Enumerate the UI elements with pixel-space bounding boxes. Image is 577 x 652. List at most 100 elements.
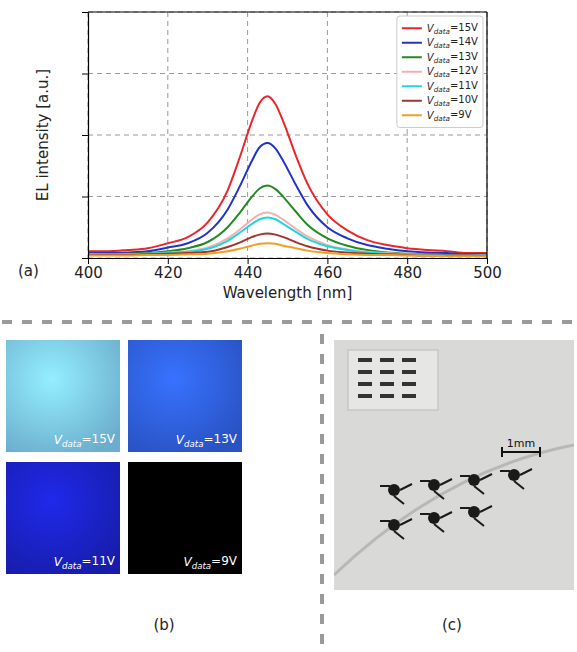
tick-label: 480 [393,264,422,282]
legend-box [397,16,483,128]
grid-line [167,12,168,258]
frame [88,11,487,12]
pad [402,382,416,386]
photo-background [334,340,574,590]
label-part: =13V [203,432,237,446]
label-part: data [434,27,450,36]
grid-line [88,196,487,197]
spectrum-line [88,243,487,256]
legend-swatch [402,42,422,44]
label-part: =9V [450,109,472,120]
frame [486,12,487,258]
spectrum-line [88,212,487,255]
tick-label: 460 [314,264,343,282]
pad [358,382,372,386]
tick: 480 [393,258,422,282]
legend-label: Vdata=13V [427,51,478,65]
legend-label: Vdata=14V [427,36,478,50]
separator [2,320,575,324]
legend-swatch [402,100,422,102]
grid [88,12,487,258]
panel-label: (a) [18,262,39,280]
label-part: data [434,70,450,79]
axis-line [88,13,89,259]
legend-label: Vdata=11V [427,80,478,94]
legend-label: Vdata=9V [427,109,472,123]
panel-a: 400420440460480500Wavelength [nm]EL inte… [18,12,502,302]
tick [82,135,88,136]
legend-swatch [402,71,422,73]
pixel-trace [420,479,452,499]
grid-line [88,258,487,259]
label-part: data [184,439,203,449]
axis-line [89,258,488,259]
legend-swatch [402,27,422,29]
label-part: data [434,114,450,123]
label-part: data [434,85,450,94]
legend-swatch [402,114,422,116]
pad [380,370,394,374]
pad [402,370,416,374]
panel-c: 1mm(c) [334,340,574,634]
tick-label: 440 [234,264,263,282]
label-part: =9V [211,554,238,568]
photo [334,340,574,590]
tick-label: 420 [154,264,183,282]
substrate-edge [334,445,574,575]
pad [380,394,394,398]
tick [82,74,88,75]
y-axis [82,13,89,259]
pixel-trace [380,484,412,504]
pad-array [348,350,438,410]
pixel-trace [460,474,492,494]
separator [320,334,324,648]
label-part: =11V [450,80,478,91]
lines [88,96,487,256]
scale-bar-label: 1mm [507,437,535,450]
label-part: data [62,561,81,571]
label-part: =15V [81,432,115,446]
legend-label: Vdata=10V [427,94,478,108]
panel-b: Vdata=15VVdata=13VVdata=11VVdata=9V(b) [6,340,242,634]
photo-caption: Vdata=9V [183,554,237,571]
tick-mark [82,258,88,259]
photo [6,462,120,574]
label-part: data [192,561,211,571]
tick: 500 [473,258,502,282]
scale-bar: 1mm [502,437,540,457]
pad [358,394,372,398]
spectrum-line [88,96,487,253]
label-part: data [434,41,450,50]
photo-caption: Vdata=15V [54,432,116,449]
tick-label: 500 [473,264,502,282]
tick: 460 [314,258,343,282]
label-part: data [434,56,450,65]
tick: 420 [154,258,183,282]
spectrum-line [88,185,487,255]
tick-mark [82,12,88,13]
label-part: =11V [81,554,115,568]
tick [82,12,88,13]
tick-mark [82,135,88,136]
pad [380,358,394,362]
pad [358,358,372,362]
spectrum-line [88,233,487,256]
label-part: =13V [450,51,478,62]
tick-mark [82,197,88,198]
tick-label: 400 [74,264,103,282]
pad [402,358,416,362]
legend-label: Vdata=12V [427,65,478,79]
label-part: =12V [450,65,478,76]
grid-line [88,12,487,13]
pad [402,394,416,398]
legend-swatch [402,56,422,58]
tick [82,197,88,198]
panel-label: (b) [153,616,174,634]
figure: 400420440460480500Wavelength [nm]EL inte… [0,0,577,652]
grid-line [487,12,488,258]
photo-caption: Vdata=11V [54,554,116,571]
pad [380,382,394,386]
legend-label: Vdata=15V [427,22,478,36]
grid-line [327,12,328,258]
tick: 440 [234,258,263,282]
